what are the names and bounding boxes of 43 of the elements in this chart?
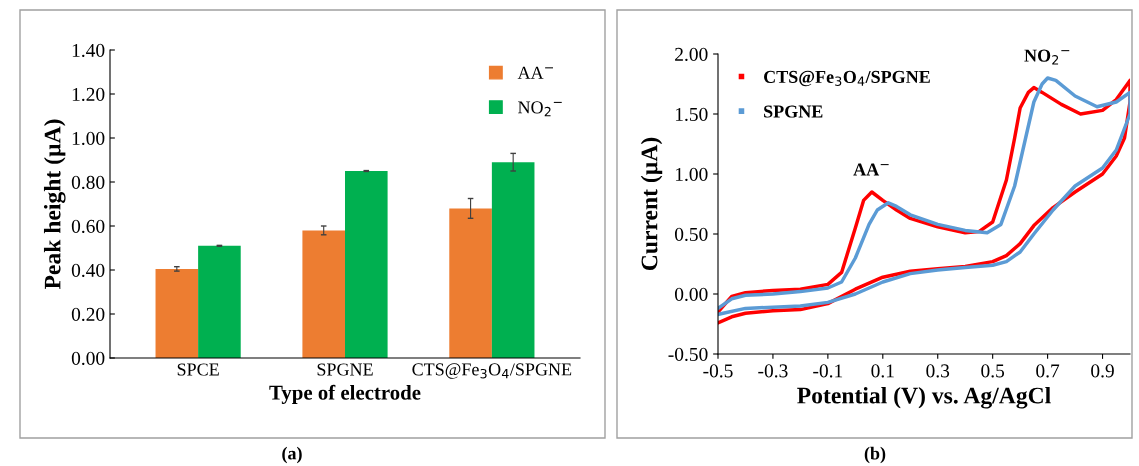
bar — [302, 230, 345, 358]
x-tick-label: -0.3 — [758, 364, 788, 378]
x-tick-label: -0.1 — [813, 364, 843, 378]
y-axis-title: Peak height (µA) — [43, 119, 66, 290]
annotation: NO$_{2}$$^{−}$ — [1024, 49, 1070, 65]
legend-label: AA$^{−}$ — [517, 66, 554, 79]
bar — [155, 268, 199, 358]
y-tick-label: 1.50 — [675, 107, 708, 122]
y-tick-label: -0.50 — [668, 347, 708, 362]
y-tick-label: 1.20 — [72, 87, 105, 102]
y-tick-label: 0.80 — [71, 175, 105, 190]
x-axis-title: Potential (V) vs. Ag/AgCl — [797, 386, 1051, 409]
y-tick-label: 1.00 — [675, 167, 708, 182]
y-tick-label: 1.40 — [72, 43, 105, 58]
x-tick-label: -0.5 — [703, 364, 733, 378]
y-tick-label: 0.60 — [71, 219, 105, 234]
x-axis-title: Type of electrode — [269, 384, 421, 404]
x-tick-label: 0.7 — [1036, 364, 1060, 378]
y-axis-title: Current (µA) — [640, 137, 663, 271]
text: (a) — [282, 446, 302, 464]
text: (b) — [864, 446, 886, 464]
x-tick-label: SPCE — [177, 363, 219, 376]
x-tick-label: 0.1 — [871, 364, 894, 378]
legend-label: CTS@Fe$_{3}$O$_{4}$/SPGNE — [764, 70, 930, 87]
x-tick-label: 0.9 — [1091, 364, 1114, 378]
legend-label: NO$_{2}$$^{−}$ — [518, 101, 562, 117]
bar — [345, 171, 388, 358]
y-tick-label: 0.00 — [674, 287, 708, 302]
bar — [449, 208, 492, 358]
y-tick-label: 0.50 — [674, 227, 708, 242]
x-tick-label: 0.5 — [981, 364, 1005, 378]
y-tick-label: 1.00 — [72, 131, 105, 146]
x-tick-label: SPGNE — [317, 363, 373, 376]
y-tick-label: 0.00 — [71, 351, 105, 366]
x-tick-label: CTS@Fe$_{3}$O$_{4}$/SPGNE — [412, 363, 572, 379]
y-tick-label: 0.20 — [71, 307, 105, 322]
legend-label: SPGNE — [764, 105, 823, 118]
annotation: AA$^{−}$ — [853, 163, 889, 176]
bar — [198, 245, 241, 358]
y-tick-label: 2.00 — [675, 47, 708, 62]
y-tick-label: 0.40 — [71, 263, 105, 278]
x-tick-label: 0.3 — [926, 364, 950, 378]
bar — [491, 162, 535, 358]
